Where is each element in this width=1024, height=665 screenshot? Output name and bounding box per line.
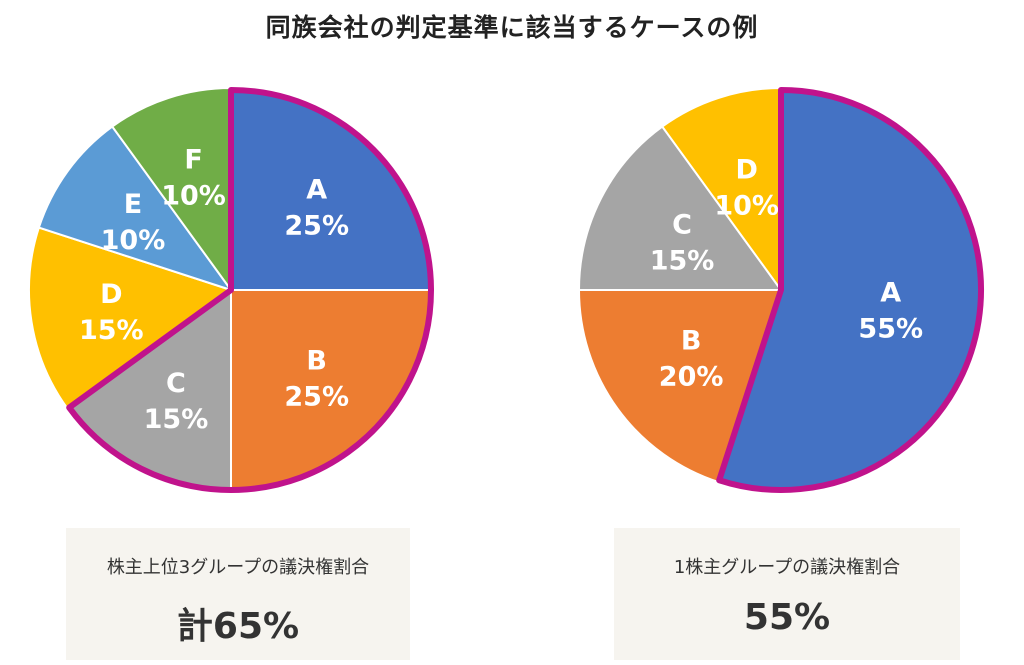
slice-label-a: A 25% (284, 174, 349, 241)
pie-slice-d (660, 86, 782, 294)
slice-label-c: C 15% (144, 368, 209, 435)
slice-label-d: D 15% (79, 279, 144, 346)
pie-slice-e (37, 125, 234, 292)
pie-chart-right: A 55% B 20% C 15%D 10% (577, 86, 984, 493)
slice-label-c: C 15% (650, 210, 715, 277)
summary-box-right: 1株主グループの議決権割合 55% (614, 528, 960, 660)
summary-caption-left: 株主上位3グループの議決権割合 (106, 557, 370, 578)
pie-slice-d (28, 226, 234, 411)
highlight-outline (716, 87, 984, 493)
slice-label-b: B 20% (659, 325, 724, 392)
pie-chart-left: A 25% B 25% C 15%D 15% E 10%F 10% (28, 86, 435, 494)
summary-value-left: 計65% (176, 606, 300, 647)
summary-box-left: 株主上位3グループの議決権割合 計65% (66, 528, 410, 660)
slice-label-d: D 10% (714, 154, 779, 221)
pie-slice-c (577, 125, 783, 291)
summary-value-right: 55% (743, 597, 831, 638)
slice-label-e: E 10% (101, 189, 166, 256)
slice-label-a: A 55% (858, 277, 923, 344)
pie-slice-b (577, 289, 783, 484)
chart-title: 同族会社の判定基準に該当するケースの例 (265, 13, 759, 42)
slice-label-b: B 25% (284, 346, 349, 413)
summary-caption-right: 1株主グループの議決権割合 (673, 557, 901, 578)
highlight-outline (66, 87, 434, 493)
pie-slice-f (110, 86, 232, 294)
slice-label-f: F 10% (161, 145, 226, 212)
